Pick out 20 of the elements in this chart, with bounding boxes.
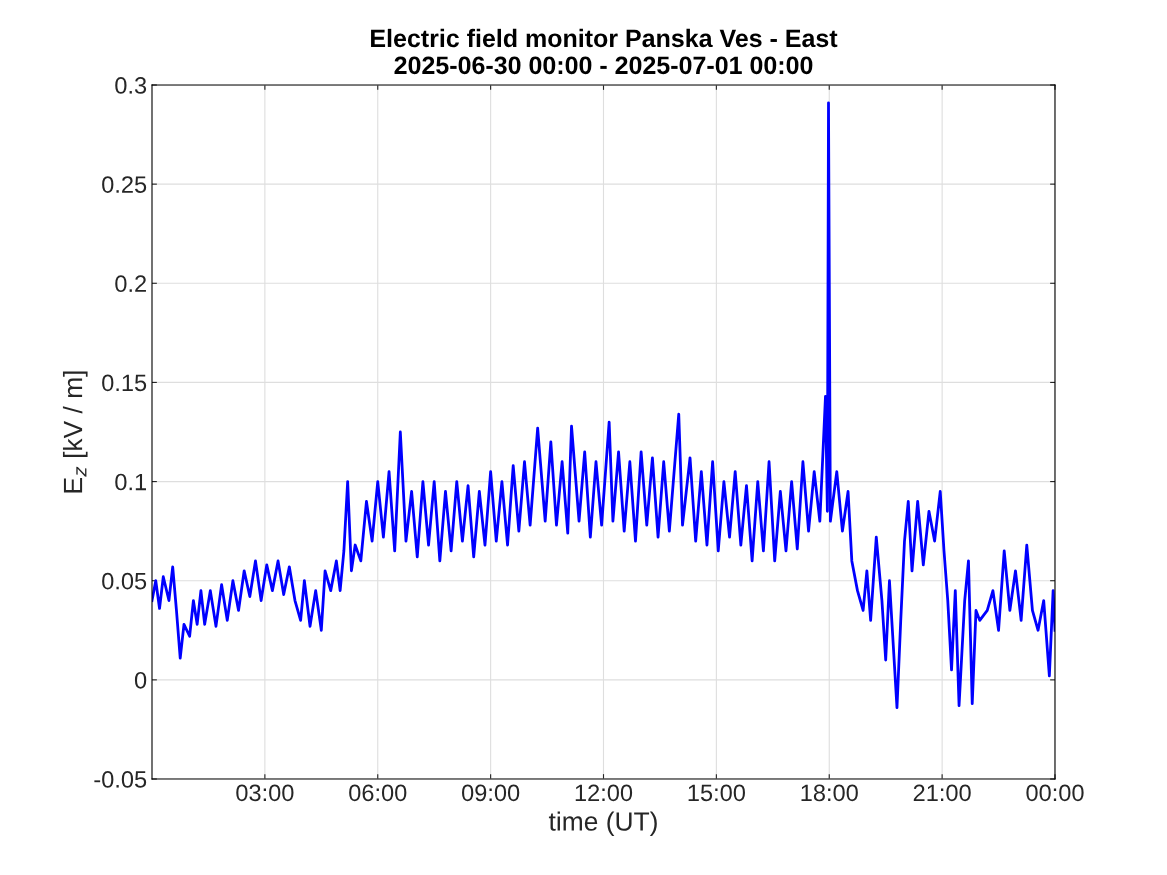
y-tick-label: 0.3: [115, 77, 147, 94]
line-series: [152, 101, 1055, 710]
y-tick-label: 0.25: [102, 176, 147, 193]
y-tick-label: 0.15: [102, 374, 147, 392]
x-tick-label: 12:00: [575, 784, 633, 802]
x-tick-label: 03:00: [236, 784, 294, 802]
x-tick-label: 09:00: [462, 784, 520, 802]
x-axis-title: time (UT): [548, 811, 657, 837]
y-tick-label: 0.1: [115, 473, 146, 491]
y-tick-label: 0: [134, 671, 147, 689]
x-tick-label: 06:00: [349, 784, 407, 802]
y-tick-label: 0.2: [115, 275, 146, 293]
y-tick-label: 0.05: [102, 572, 147, 590]
chart-title: Electric field monitor Panska Ves - East 2025-06-30 00:00 - 2025-07-01 00:00: [371, 28, 838, 75]
x-tick-label: 18:00: [801, 784, 858, 802]
y-axis-title: E$_{z}$ [kV / m]: [62, 371, 88, 493]
x-tick-label: 21:00: [913, 784, 971, 802]
x-tick-label: 00:00: [1026, 784, 1084, 802]
x-tick-label: 15:00: [688, 784, 745, 802]
y-tick-label: -0.05: [94, 771, 147, 788]
